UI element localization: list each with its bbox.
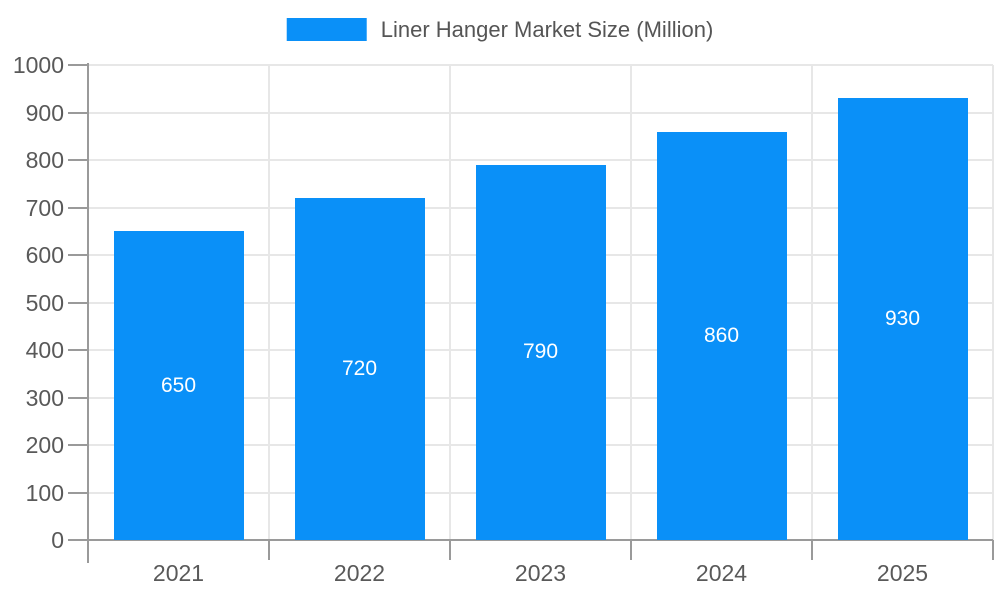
grid-line-horizontal bbox=[88, 159, 993, 161]
y-axis-tick-label: 500 bbox=[25, 289, 64, 316]
bar bbox=[837, 98, 968, 540]
x-axis-tick bbox=[449, 540, 451, 560]
bar-value-label: 930 bbox=[884, 307, 921, 331]
bar-value-label: 790 bbox=[522, 340, 559, 364]
y-axis-tick-label: 300 bbox=[25, 384, 64, 411]
x-axis-tick-label: 2021 bbox=[152, 560, 205, 586]
y-axis-tick-label: 700 bbox=[25, 194, 64, 221]
y-axis-tick-label: 100 bbox=[25, 479, 64, 506]
y-axis-line bbox=[87, 63, 89, 563]
y-axis-tick-label: 600 bbox=[25, 242, 64, 268]
x-axis-tick-label: 2023 bbox=[514, 560, 567, 586]
bar bbox=[475, 164, 606, 540]
y-axis-tick-label: 800 bbox=[25, 147, 64, 173]
chart-legend: Liner Hanger Market Size (Million) bbox=[286, 17, 714, 42]
legend-swatch bbox=[286, 18, 367, 41]
y-axis-tick-label: 400 bbox=[25, 337, 64, 363]
y-axis-tick bbox=[68, 159, 88, 161]
x-axis-line bbox=[68, 539, 993, 541]
legend-label: Liner Hanger Market Size (Million) bbox=[380, 17, 714, 42]
grid-line-vertical bbox=[992, 65, 994, 540]
y-axis-tick bbox=[68, 111, 88, 114]
y-axis-tick bbox=[68, 491, 88, 494]
y-axis-tick-label: 900 bbox=[25, 99, 64, 126]
bar-value-label: 860 bbox=[703, 323, 740, 347]
bar bbox=[113, 231, 244, 540]
y-axis-tick-label: 200 bbox=[25, 432, 64, 458]
grid-line-horizontal bbox=[88, 111, 993, 114]
grid-line-horizontal bbox=[88, 64, 993, 66]
x-axis-tick-label: 2025 bbox=[876, 560, 929, 586]
y-axis-tick bbox=[68, 349, 88, 351]
y-axis-tick bbox=[68, 206, 88, 209]
grid-line-vertical bbox=[630, 65, 632, 540]
bar bbox=[656, 131, 787, 540]
x-axis-tick-label: 2024 bbox=[695, 560, 748, 586]
x-axis-tick-label: 2022 bbox=[333, 560, 386, 586]
x-axis-tick bbox=[992, 540, 994, 560]
x-axis-tick bbox=[811, 540, 813, 560]
x-axis-tick bbox=[268, 540, 270, 560]
y-axis-tick bbox=[68, 254, 88, 256]
y-axis-tick-label: 0 bbox=[51, 527, 64, 553]
grid-line-vertical bbox=[449, 65, 451, 540]
x-axis-tick bbox=[630, 540, 632, 560]
y-axis-tick bbox=[68, 64, 88, 66]
bar bbox=[294, 198, 425, 540]
y-axis-tick bbox=[68, 301, 88, 304]
y-axis-tick-label: 1000 bbox=[12, 52, 64, 78]
y-axis-tick bbox=[68, 444, 88, 446]
bar-value-label: 650 bbox=[160, 373, 197, 397]
y-axis-tick bbox=[68, 396, 88, 399]
grid-line-vertical bbox=[268, 65, 270, 540]
bar-value-label: 720 bbox=[341, 357, 378, 380]
grid-line-vertical bbox=[811, 65, 813, 540]
